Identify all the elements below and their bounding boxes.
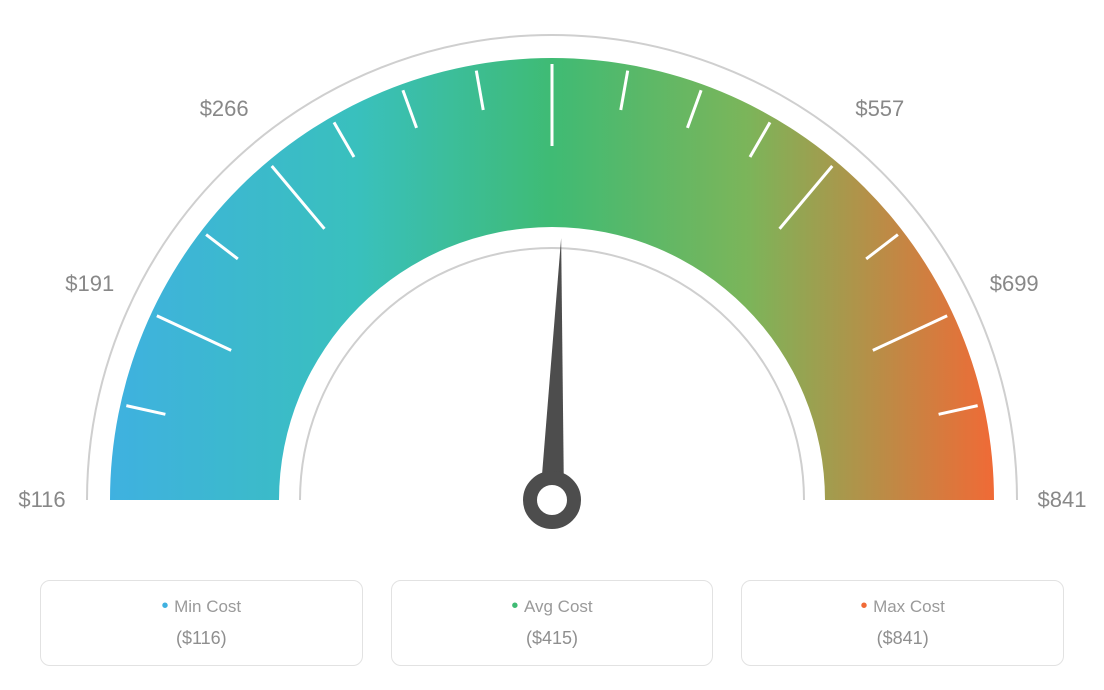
max-cost-card: Max Cost ($841) xyxy=(741,580,1064,666)
avg-cost-card: Avg Cost ($415) xyxy=(391,580,714,666)
gauge-tick-label: $266 xyxy=(200,96,249,122)
gauge-svg xyxy=(0,0,1104,560)
summary-cards: Min Cost ($116) Avg Cost ($415) Max Cost… xyxy=(40,580,1064,666)
avg-cost-title: Avg Cost xyxy=(402,595,703,618)
min-cost-title: Min Cost xyxy=(51,595,352,618)
gauge-tick-label: $116 xyxy=(18,487,65,513)
gauge-chart: $116 $191 $266 $415 $557 $699 $841 xyxy=(0,0,1104,560)
max-cost-value: ($841) xyxy=(752,628,1053,649)
avg-cost-value: ($415) xyxy=(402,628,703,649)
max-cost-title: Max Cost xyxy=(752,595,1053,618)
gauge-tick-label: $415 xyxy=(528,0,577,3)
gauge-tick-label: $841 xyxy=(1038,487,1087,513)
min-cost-value: ($116) xyxy=(51,628,352,649)
gauge-tick-label: $557 xyxy=(855,96,904,122)
gauge-tick-label: $699 xyxy=(990,271,1039,297)
min-cost-card: Min Cost ($116) xyxy=(40,580,363,666)
gauge-tick-label: $191 xyxy=(65,271,114,297)
